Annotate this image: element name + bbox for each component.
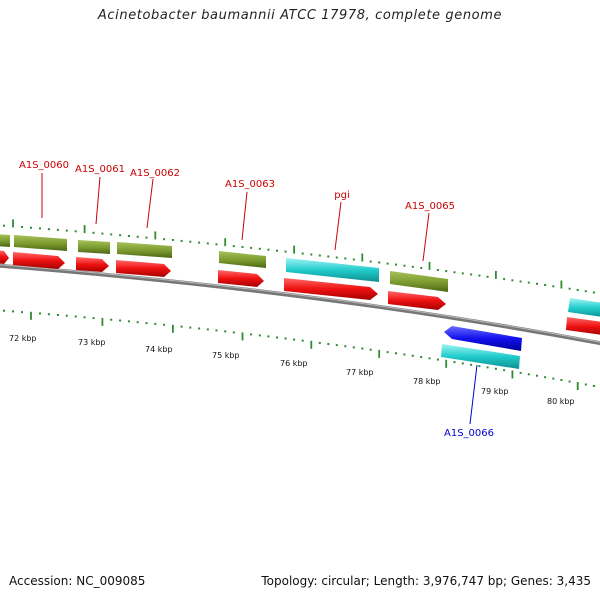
map-title: Acinetobacter baumannii ATCC 17978, comp… [97, 8, 503, 23]
leader-line [469, 364, 478, 425]
outer-tick-ruler [3, 219, 595, 294]
kbp-label: 80 kbp [547, 397, 575, 406]
gene-feature-a1s-0066[interactable] [441, 344, 520, 369]
gene-labels: A1S_0060 A1S_0061 A1S_0062 A1S_0063 pgi … [19, 160, 494, 439]
leader-line [146, 178, 154, 229]
cds-arrow[interactable] [116, 260, 171, 277]
gene-label-a1s-0060[interactable]: A1S_0060 [19, 160, 69, 171]
leader-line [241, 191, 248, 241]
topology-summary: Topology: circular; Length: 3,976,747 bp… [261, 574, 591, 588]
kbp-label: 72 kbp [9, 334, 37, 343]
gene-row-upper [0, 234, 600, 318]
cds-arrow-reverse[interactable] [444, 326, 522, 351]
accession-text: Accession: NC_009085 [9, 574, 146, 588]
gene-feature[interactable] [0, 234, 10, 247]
leader-line [422, 212, 430, 262]
gene-label-a1s-0066[interactable]: A1S_0066 [444, 428, 494, 439]
cds-row [0, 250, 600, 336]
inner-tick-ruler [3, 309, 595, 390]
kbp-label: 74 kbp [145, 345, 173, 354]
cds-arrow[interactable] [388, 291, 446, 310]
cds-arrow[interactable] [76, 257, 109, 272]
gene-label-a1s-0063[interactable]: A1S_0063 [225, 179, 275, 190]
label-leaders [41, 173, 478, 425]
gene-label-a1s-0065[interactable]: A1S_0065 [405, 201, 455, 212]
leader-line [95, 176, 101, 225]
gene-feature[interactable] [219, 251, 266, 268]
cds-arrow[interactable] [218, 270, 264, 287]
gene-feature[interactable] [568, 298, 600, 318]
gene-feature-pgi[interactable] [286, 258, 379, 282]
gene-label-pgi[interactable]: pgi [334, 190, 349, 201]
gene-label-a1s-0062[interactable]: A1S_0062 [130, 168, 180, 179]
gene-feature[interactable] [117, 242, 172, 258]
leader-line [334, 201, 342, 251]
cds-arrow[interactable] [284, 278, 378, 300]
kbp-label: 76 kbp [280, 359, 308, 368]
kbp-label: 73 kbp [78, 338, 106, 347]
cds-arrow[interactable] [0, 250, 9, 264]
gene-row-lower [441, 326, 522, 369]
gene-feature[interactable] [78, 240, 110, 254]
kbp-label: 75 kbp [212, 351, 240, 360]
kbp-labels: 72 kbp 73 kbp 74 kbp 75 kbp 76 kbp 77 kb… [9, 334, 575, 406]
kbp-label: 78 kbp [413, 377, 441, 386]
kbp-label: 79 kbp [481, 387, 509, 396]
genome-backbone-highlight [0, 264, 600, 343]
genome-backbone [0, 263, 600, 346]
gene-label-a1s-0061[interactable]: A1S_0061 [75, 164, 125, 175]
gene-feature[interactable] [14, 235, 67, 251]
cds-arrow[interactable] [566, 317, 600, 336]
cds-arrow[interactable] [13, 252, 65, 269]
kbp-label: 77 kbp [346, 368, 374, 377]
gene-feature[interactable] [390, 271, 448, 292]
